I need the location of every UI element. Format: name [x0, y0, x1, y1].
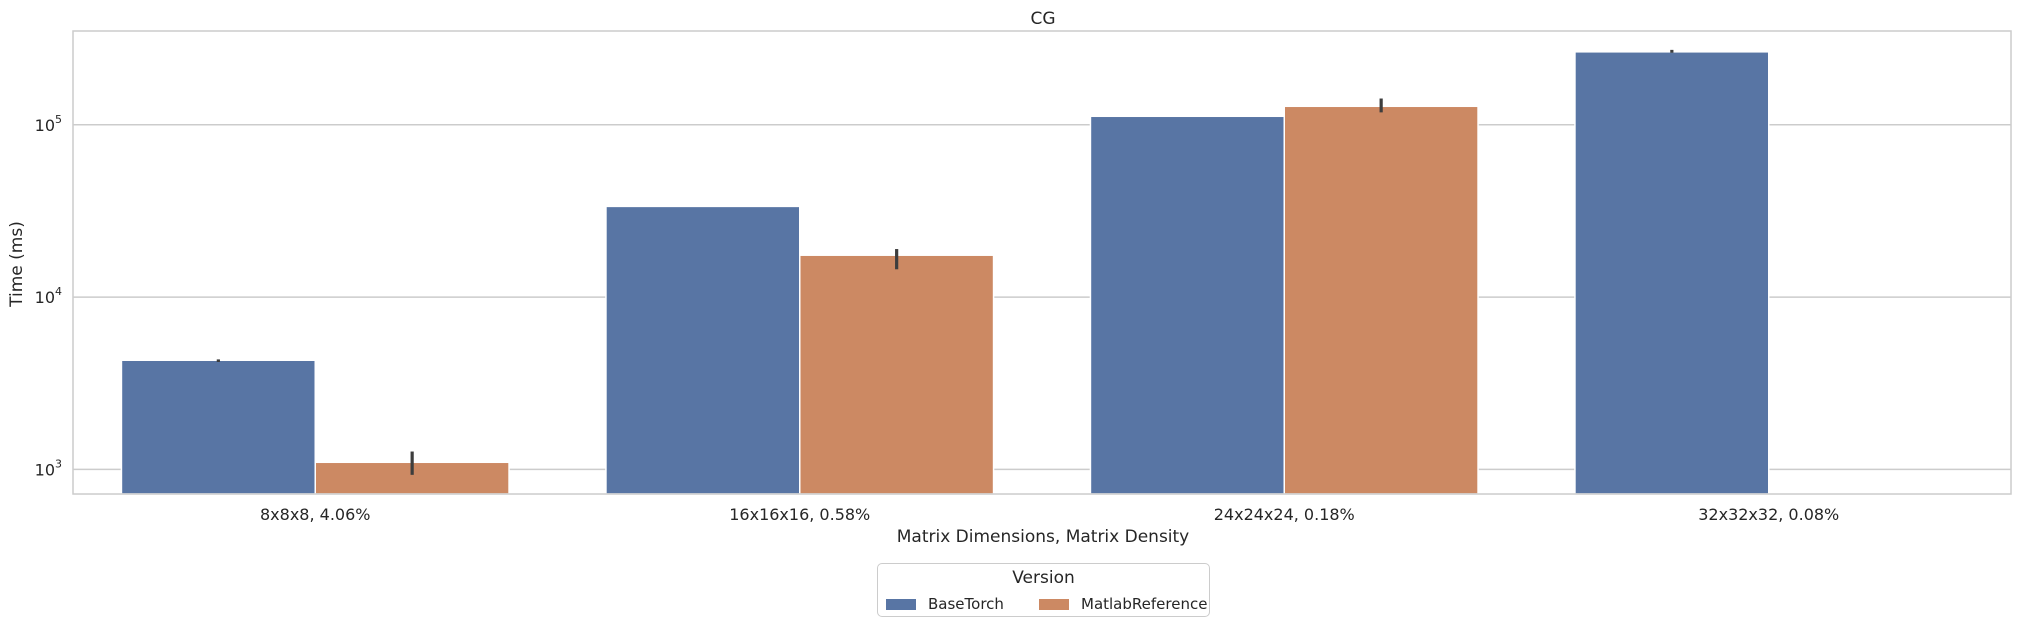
x-tick-label-1: 16x16x16, 0.58% — [729, 505, 870, 524]
y-tick-labels: 103 104 105 — [35, 113, 62, 480]
bar-matlabreference-2 — [1283, 105, 1479, 495]
legend-label-matlabreference: MatlabReference — [1081, 595, 1208, 613]
y-tick-label-10000: 104 — [35, 285, 62, 307]
x-tick-label-3: 32x32x32, 0.08% — [1698, 505, 1839, 524]
y-tick-label-100000: 105 — [35, 113, 62, 135]
legend: Version BaseTorch MatlabReference — [877, 563, 1210, 617]
chart-title: CG — [1030, 9, 1055, 29]
plot-frame — [72, 30, 2012, 495]
x-tick-labels: 8x8x8, 4.06% 16x16x16, 0.58% 24x24x24, 0.1… — [260, 505, 1839, 524]
bar-basetorch-2 — [1089, 115, 1285, 495]
bar-basetorch-3 — [1574, 51, 1770, 495]
x-tick-label-0: 8x8x8, 4.06% — [260, 505, 370, 524]
legend-label-basetorch: BaseTorch — [928, 595, 1004, 613]
legend-swatch-matlabreference — [1039, 598, 1069, 610]
x-tick-label-2: 24x24x24, 0.18% — [1214, 505, 1355, 524]
error-bars — [216, 49, 1674, 475]
bar-basetorch-0 — [120, 359, 316, 495]
legend-title: Version — [1012, 568, 1075, 588]
legend-swatch-basetorch — [886, 598, 916, 610]
x-axis-label: Matrix Dimensions, Matrix Density — [897, 527, 1190, 547]
y-axis-label: Time (ms) — [7, 221, 27, 308]
bar-matlabreference-1 — [799, 254, 995, 495]
bar-basetorch-1 — [605, 205, 801, 495]
legend-item-matlabreference: MatlabReference — [1039, 595, 1207, 613]
y-tick-label-1000: 103 — [35, 457, 62, 479]
legend-item-basetorch: BaseTorch — [886, 595, 1004, 613]
bars — [120, 51, 1770, 495]
